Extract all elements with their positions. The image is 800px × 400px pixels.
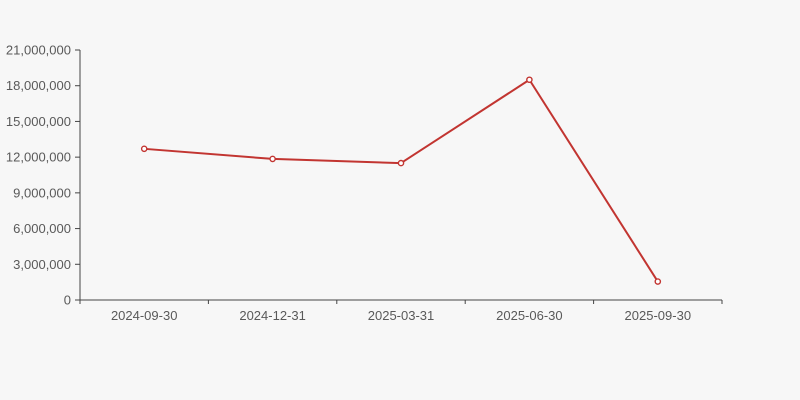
x-axis-tick-label: 2024-09-30 xyxy=(111,308,178,323)
series-line xyxy=(143,78,659,283)
x-axis-tick-label: 2025-06-30 xyxy=(496,308,563,323)
data-point-marker[interactable] xyxy=(654,278,662,285)
x-axis-tick-label: 2025-03-31 xyxy=(368,308,435,323)
data-point-marker[interactable] xyxy=(397,159,405,167)
y-axis-tick-label: 21,000,000 xyxy=(6,43,71,58)
data-point-marker[interactable] xyxy=(140,145,148,153)
data-point-marker[interactable] xyxy=(269,155,276,163)
x-axis-tick-label: 2024-12-31 xyxy=(239,308,306,323)
y-axis-tick-label: 9,000,000 xyxy=(13,185,71,200)
y-axis-tick-label: 6,000,000 xyxy=(13,221,71,236)
y-axis-tick-label: 0 xyxy=(64,293,71,308)
y-axis-tick-label: 3,000,000 xyxy=(13,257,71,272)
y-axis-tick-label: 12,000,000 xyxy=(6,150,71,165)
y-axis-tick-label: 18,000,000 xyxy=(6,78,71,93)
data-point-marker[interactable] xyxy=(526,76,533,84)
x-axis-tick-label: 2025-09-30 xyxy=(625,308,692,323)
y-axis-tick-label: 15,000,000 xyxy=(6,114,71,129)
